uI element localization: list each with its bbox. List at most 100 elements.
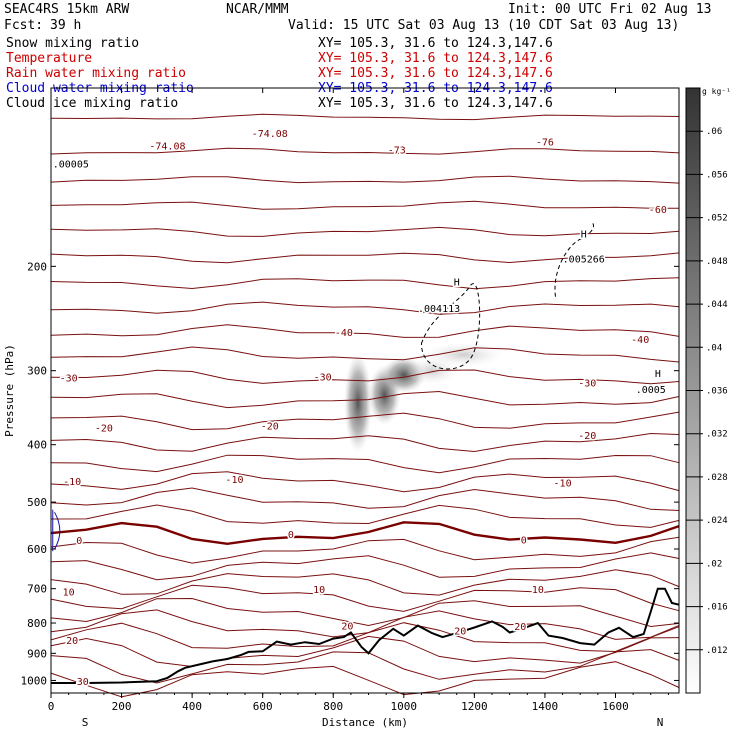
isotherm-label: -30 bbox=[578, 378, 596, 389]
isotherm-line bbox=[50, 411, 680, 431]
model-title: SEAC4RS 15km ARW bbox=[4, 2, 130, 17]
isotherm-label: 0 bbox=[76, 536, 82, 547]
forecast-label: Fcst: bbox=[4, 18, 44, 33]
x-tick-label: 1600 bbox=[602, 700, 629, 713]
isotherm-line bbox=[50, 569, 680, 596]
isotherm-label: 20 bbox=[514, 622, 526, 633]
y-tick-label: 900 bbox=[27, 647, 47, 660]
isotherm-line bbox=[50, 597, 680, 628]
colorbar-unit: g kg⁻¹ bbox=[702, 87, 731, 96]
colorbar-tick-label: .056 bbox=[706, 170, 728, 180]
isotherm-line bbox=[50, 175, 680, 184]
snow-contour bbox=[554, 221, 594, 297]
x-tick-label: 400 bbox=[182, 700, 202, 713]
y-tick-label: 1000 bbox=[21, 674, 48, 687]
extremum-label: .00005 bbox=[53, 159, 89, 170]
isotherm-label: 20 bbox=[341, 621, 353, 632]
cloud-ice-shading bbox=[343, 352, 372, 453]
extremum-label: .005266 bbox=[563, 255, 605, 266]
isotherm-line bbox=[50, 324, 680, 338]
isotherm-label: -10 bbox=[63, 477, 81, 488]
cloud-ice-shading bbox=[406, 356, 459, 385]
colorbar-tick-label: .012 bbox=[706, 646, 728, 656]
colorbar-tick-label: .02 bbox=[706, 559, 722, 569]
field-cross-section-range: XY= 105.3, 31.6 to 124.3,147.6 bbox=[318, 36, 553, 51]
north-label: N bbox=[657, 716, 664, 729]
field-cross-section-range: XY= 105.3, 31.6 to 124.3,147.6 bbox=[318, 66, 553, 81]
isotherm-zero bbox=[50, 521, 680, 546]
isotherm-line bbox=[50, 301, 680, 315]
isotherm-line bbox=[50, 552, 680, 581]
x-tick-label: 1000 bbox=[391, 700, 418, 713]
isotherm-line bbox=[50, 584, 680, 612]
colorbar-tick-label: .06 bbox=[706, 127, 722, 137]
plot-frame bbox=[50, 87, 680, 694]
isotherm-label: -30 bbox=[60, 373, 78, 384]
field-cross-section-range: XY= 105.3, 31.6 to 124.3,147.6 bbox=[318, 51, 553, 66]
isotherm-label: -40 bbox=[631, 335, 649, 346]
isotherm-line bbox=[50, 487, 680, 511]
x-tick-label: 200 bbox=[112, 700, 132, 713]
extremum-label: -73 bbox=[388, 145, 406, 156]
cloud-water-contour bbox=[54, 511, 61, 550]
isotherm-label: -10 bbox=[554, 478, 572, 489]
x-tick-label: 1400 bbox=[532, 700, 559, 713]
y-tick-label: 400 bbox=[27, 439, 47, 452]
isotherm-line bbox=[50, 454, 680, 474]
field-name: Rain water mixing ratio bbox=[6, 66, 187, 81]
isotherm-line bbox=[50, 504, 680, 528]
isotherm-line bbox=[50, 200, 679, 210]
extremum-label: H bbox=[655, 369, 661, 380]
y-tick-label: 300 bbox=[27, 365, 47, 378]
terrain-line bbox=[51, 587, 680, 684]
isotherm-label: -40 bbox=[335, 328, 353, 339]
colorbar-tick-label: .028 bbox=[706, 473, 728, 483]
field-name: Cloud ice mixing ratio bbox=[6, 96, 179, 111]
isotherm-label: 10 bbox=[313, 585, 325, 596]
extremum-label: -76 bbox=[536, 137, 554, 148]
isotherm-line bbox=[50, 471, 680, 493]
isotherm-label: 20 bbox=[454, 626, 466, 637]
extremum-label: H bbox=[581, 229, 587, 240]
colorbar-tick-label: .024 bbox=[706, 516, 728, 526]
x-axis-label: Distance (km) bbox=[322, 716, 408, 729]
y-axis-label: Pressure (hPa) bbox=[3, 344, 16, 437]
isotherm-line bbox=[50, 432, 680, 453]
isotherm-line bbox=[50, 113, 680, 121]
extremum-label: .004113 bbox=[418, 304, 460, 315]
isotherm-line bbox=[50, 390, 680, 409]
extremum-label: -74.08 bbox=[252, 129, 288, 140]
x-tick-label: 0 bbox=[48, 700, 55, 713]
snow-contour bbox=[420, 283, 481, 370]
y-tick-label: 800 bbox=[27, 617, 47, 630]
field-name: Snow mixing ratio bbox=[6, 36, 140, 51]
init-time: Init: 00 UTC Fri 02 Aug 13 bbox=[508, 2, 712, 17]
isotherm-line bbox=[50, 661, 680, 698]
field-name: Temperature bbox=[6, 51, 93, 66]
isotherm-label: 0 bbox=[521, 535, 527, 546]
south-label: S bbox=[82, 716, 89, 729]
colorbar-tick-label: .048 bbox=[706, 257, 728, 267]
isotherm-label: -20 bbox=[95, 423, 113, 434]
colorbar-tick-label: .016 bbox=[706, 603, 728, 613]
isotherm-line bbox=[50, 277, 680, 290]
isotherm-label: -20 bbox=[578, 431, 596, 442]
isotherm-line bbox=[50, 226, 680, 237]
isotherm-line bbox=[50, 622, 680, 653]
colorbar-tick-label: .032 bbox=[706, 430, 728, 440]
extremum-label: H bbox=[454, 277, 460, 288]
isotherm-label: 30 bbox=[77, 677, 89, 688]
isotherm-line bbox=[50, 635, 680, 668]
isotherm-label: -10 bbox=[225, 475, 243, 486]
x-tick-label: 600 bbox=[253, 700, 273, 713]
isotherm-label: 20 bbox=[66, 636, 78, 647]
isotherm-label: 10 bbox=[63, 588, 75, 599]
valid-time: Valid: 15 UTC Sat 03 Aug 13 (10 CDT Sat … bbox=[288, 18, 680, 33]
isotherm-line bbox=[50, 536, 680, 564]
y-tick-label: 600 bbox=[27, 543, 47, 556]
x-tick-label: 800 bbox=[323, 700, 343, 713]
isotherm-line bbox=[50, 147, 680, 155]
y-tick-label: 700 bbox=[27, 583, 47, 596]
extremum-label: -74.08 bbox=[149, 141, 185, 152]
